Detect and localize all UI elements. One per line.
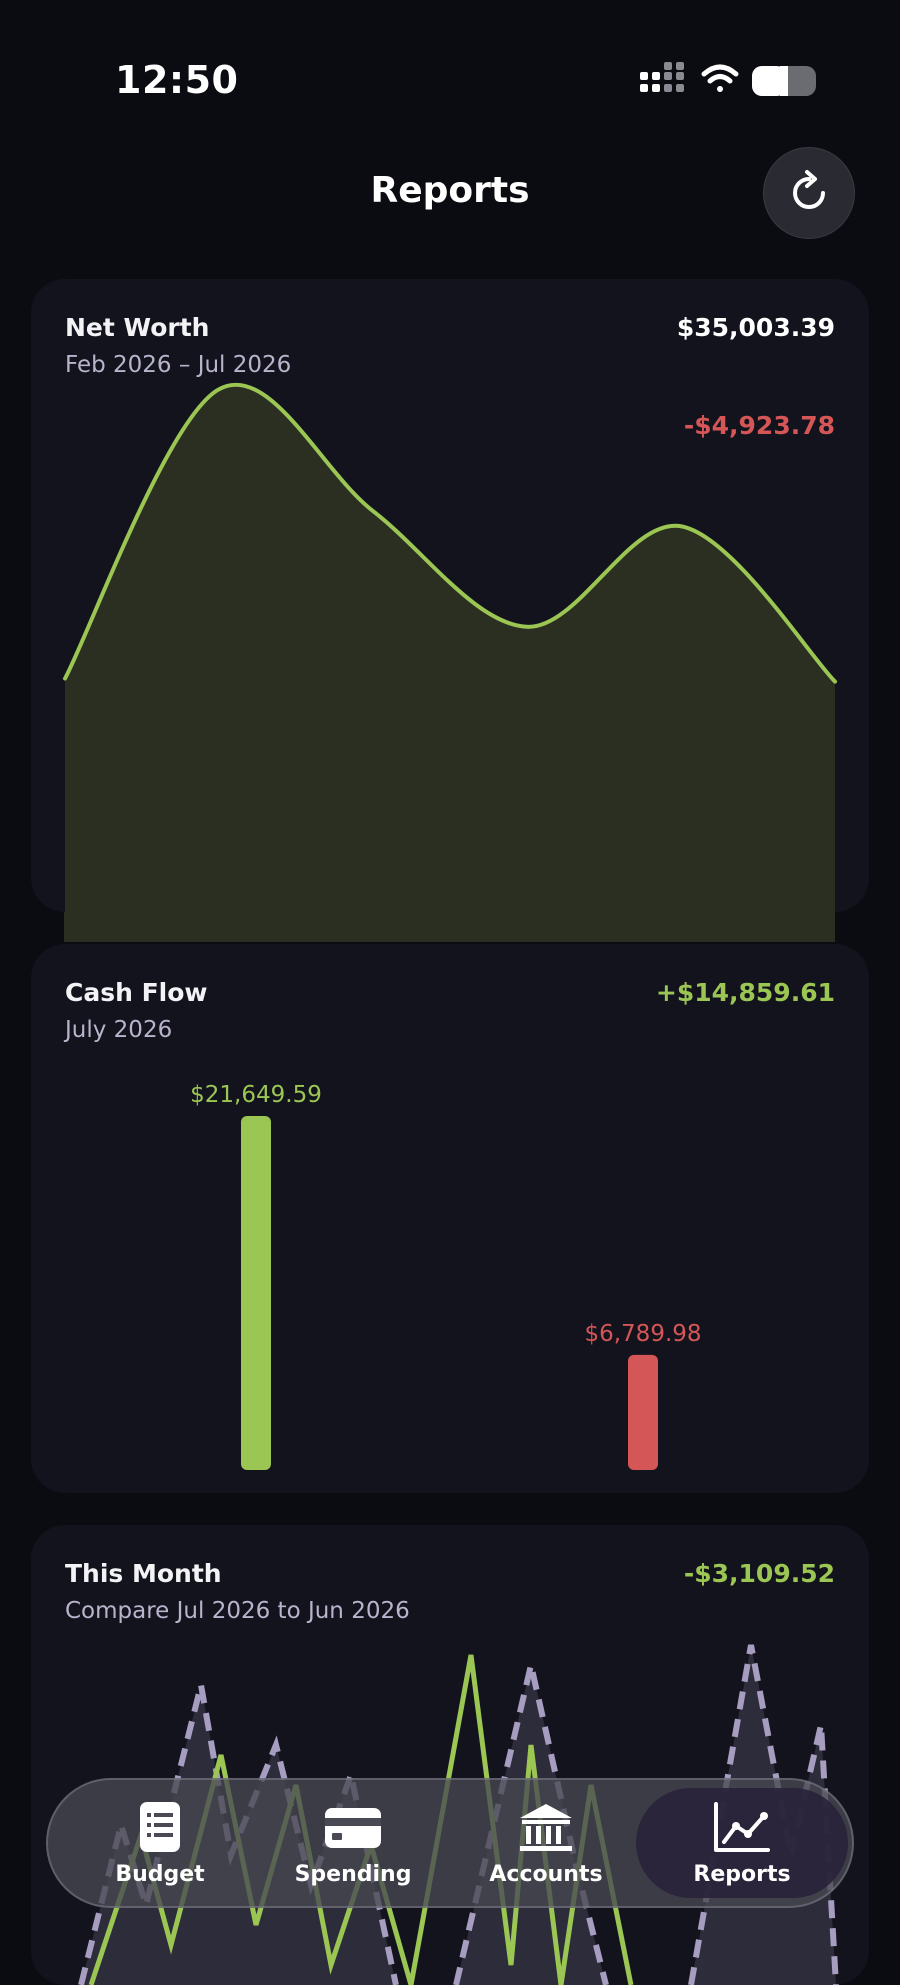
expense-bar (628, 1354, 658, 1470)
refresh-icon (793, 170, 825, 209)
active-tab-highlight (636, 1788, 848, 1898)
wifi-icon (701, 64, 739, 92)
cash-flow-card[interactable]: Cash Flow July 2026 +$14,859.61 $21,649.… (31, 944, 869, 1493)
tab-spending-label: Spending (294, 1862, 412, 1887)
tab-bar: Budget Spending Accounts Rep (46, 1778, 854, 1908)
tab-budget[interactable]: Budget (65, 1780, 255, 1906)
tab-reports-label: Reports (693, 1862, 791, 1887)
net-worth-change: -$4,923.78 (683, 411, 835, 440)
cash-flow-period: July 2026 (65, 1017, 173, 1043)
this-month-compare: Compare Jul 2026 to Jun 2026 (65, 1598, 410, 1624)
this-month-title: This Month (65, 1559, 222, 1588)
net-worth-total: $35,003.39 (676, 313, 835, 342)
net-worth-range: Feb 2026 – Jul 2026 (65, 352, 292, 378)
this-month-difference: -$3,109.52 (683, 1559, 835, 1588)
expense-bar-label: $6,789.98 (584, 1321, 701, 1347)
income-bar-label: $21,649.59 (190, 1082, 322, 1108)
page-title: Reports (370, 170, 530, 211)
net-worth-area-overflow (64, 912, 835, 942)
tab-accounts-label: Accounts (489, 1862, 603, 1887)
cash-flow-chart: $21,649.59 $6,789.98 (190, 1082, 702, 1470)
net-worth-title: Net Worth (65, 313, 210, 342)
cellular-signal-icon (640, 62, 684, 92)
bank-icon (520, 1804, 572, 1851)
list-icon (140, 1802, 180, 1852)
cash-flow-net: +$14,859.61 (655, 978, 835, 1007)
battery-icon (752, 66, 816, 96)
this-month-card[interactable]: This Month Compare Jul 2026 to Jun 2026 … (31, 1525, 869, 1985)
status-time: 12:50 (115, 58, 239, 102)
net-worth-area (65, 384, 835, 912)
cash-flow-title: Cash Flow (65, 978, 208, 1007)
net-worth-card[interactable]: Net Worth Feb 2026 – Jul 2026 $35,003.39… (31, 279, 869, 912)
tab-reports[interactable]: Reports (647, 1780, 837, 1906)
card-icon (325, 1808, 381, 1848)
chart-icon (714, 1802, 770, 1852)
refresh-button[interactable] (763, 147, 855, 239)
tab-budget-label: Budget (115, 1862, 205, 1887)
income-bar (241, 1116, 271, 1470)
net-worth-chart (63, 382, 837, 912)
status-icons (640, 62, 816, 96)
tab-spending[interactable]: Spending (258, 1780, 448, 1906)
net-worth-line (63, 382, 837, 684)
status-bar: 12:50 (0, 0, 900, 120)
this-month-chart (78, 1644, 839, 1985)
tab-accounts[interactable]: Accounts (451, 1780, 641, 1906)
